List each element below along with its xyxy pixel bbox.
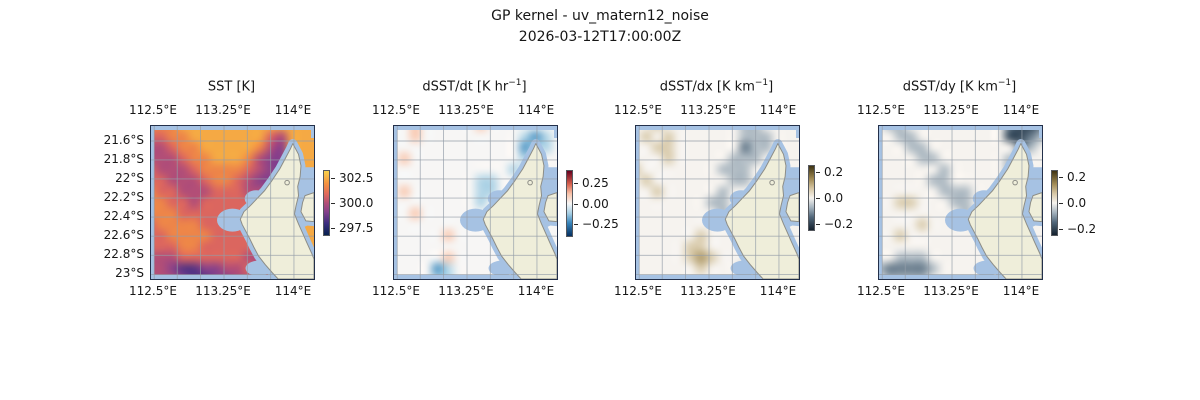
colorbar-sst-gradient [323,170,330,236]
map-canvas-dsstdt [393,125,558,280]
colorbar-tick [816,224,820,226]
panel-sst-bottom-axis: 112.5°E 113.25°E 114°E [129,284,313,298]
xtick-label: 113.25°E [680,284,736,298]
colorbar-dsstdy: 0.2 0.0 −0.2 [1051,170,1096,236]
xtick-label: 113.25°E [923,284,979,298]
xtick-label: 112.5°E [614,284,662,298]
panel-dsstdx-title-sup: −1 [754,78,769,88]
panel-dsstdx-title-text: dSST/dx [K km [659,79,755,95]
colorbar-tick [1059,203,1063,204]
colorbar-tick-label: 0.2 [824,164,844,179]
panel-sst-title-text: SST [K] [207,79,256,95]
xtick-label: 112.5°E [614,103,662,117]
panel-dsstdy-title-text: dSST/dy [K km [902,79,998,95]
colorbar-tick-label: −0.2 [824,217,854,232]
ytick-label: 21.6°S [103,133,144,147]
colorbar-tick [816,198,820,199]
map-canvas-dsstdx [635,125,800,280]
xtick-label: 114°E [1002,103,1040,117]
colorbar-sst: 302.5 300.0 297.5 [323,170,373,236]
map-canvas-sst [150,125,315,280]
xtick-label: 113.25°E [923,103,979,117]
ytick-label: 21.8°S [103,152,144,166]
xtick-label: 113.25°E [680,103,736,117]
panel-dsstdx-title-close: ] [768,79,774,95]
colorbar-dsstdt: 0.25 0.00 −0.25 [566,170,619,237]
panel-dsstdt-title-close: ] [521,79,527,95]
colorbar-tick-label: 302.5 [339,170,374,185]
panel-dsstdt-bottom-axis: 112.5°E 113.25°E 114°E [372,284,556,298]
colorbar-dsstdx: 0.2 0.0 −0.2 [808,165,853,231]
panel-sst-top-axis: 112.5°E 113.25°E 114°E [129,103,313,117]
colorbar-tick-label: 0.25 [582,176,609,191]
colorbar-tick-label: −0.2 [1067,222,1097,237]
colorbar-tick [331,228,335,230]
xtick-label: 114°E [759,103,797,117]
colorbar-tick-label: 297.5 [339,221,374,236]
colorbar-dsstdy-gradient [1051,170,1058,236]
ytick-label: 23°S [115,266,144,280]
colorbar-tick [331,203,335,204]
colorbar-tick [574,183,578,185]
panel-dsstdt-top-axis: 112.5°E 113.25°E 114°E [372,103,556,117]
colorbar-tick-label: 300.0 [339,196,374,210]
xtick-label: 114°E [1002,284,1040,298]
colorbar-tick-label: 0.0 [1067,196,1087,210]
panel-dsstdt-title-sup: −1 [508,78,522,88]
map-canvas-dsstdy [878,125,1043,280]
colorbar-tick [1059,176,1063,178]
ytick-label: 22.8°S [103,247,144,261]
ytick-label: 22.2°S [103,190,144,204]
xtick-label: 113.25°E [438,284,494,298]
xtick-label: 113.25°E [195,284,251,298]
xtick-label: 113.25°E [438,103,494,117]
panel-dsstdy-top-axis: 112.5°E 113.25°E 114°E [857,103,1041,117]
xtick-label: 112.5°E [129,103,177,117]
colorbar-tick [331,177,335,179]
colorbar-dsstdt-gradient [566,170,573,237]
colorbar-tick [574,203,578,205]
xtick-label: 114°E [517,103,555,117]
figure-title-line1: GP kernel - uv_matern12_noise [491,8,709,24]
colorbar-tick [816,171,820,173]
panel-dsstdt-title-text: dSST/dt [K hr [422,79,509,95]
ytick-label: 22.6°S [103,228,144,242]
panel-dsstdy-title: dSST/dy [K km−1] [878,78,1041,94]
figure-title-line2: 2026-03-12T17:00:00Z [518,29,682,45]
colorbar-tick [1059,229,1063,231]
xtick-label: 114°E [274,103,312,117]
xtick-label: 113.25°E [195,103,251,117]
colorbar-tick-label: 0.0 [824,191,844,205]
panel-dsstdy-title-close: ] [1011,79,1017,95]
xtick-label: 114°E [759,284,797,298]
figure-title: GP kernel - uv_matern12_noise 2026-03-12… [0,6,1200,48]
panel-dsstdx-top-axis: 112.5°E 113.25°E 114°E [614,103,798,117]
panel-dsstdt-title: dSST/dt [K hr−1] [393,78,556,94]
colorbar-tick [574,223,578,225]
ytick-label: 22.4°S [103,209,144,223]
xtick-label: 112.5°E [129,284,177,298]
xtick-label: 112.5°E [857,103,905,117]
xtick-label: 112.5°E [857,284,905,298]
xtick-label: 114°E [274,284,312,298]
colorbar-tick-label: 0.00 [582,196,609,211]
panel-dsstdx-title: dSST/dx [K km−1] [635,78,798,94]
ytick-label: 22°S [115,171,144,185]
xtick-label: 114°E [517,284,555,298]
panel-dsstdx-bottom-axis: 112.5°E 113.25°E 114°E [614,284,798,298]
colorbar-tick-label: −0.25 [582,216,619,231]
colorbar-dsstdx-gradient [808,165,815,231]
xtick-label: 112.5°E [372,284,420,298]
panel-dsstdy-title-sup: −1 [997,78,1012,88]
panel-dsstdy-bottom-axis: 112.5°E 113.25°E 114°E [857,284,1041,298]
panel-sst-title: SST [K] [150,78,313,94]
xtick-label: 112.5°E [372,103,420,117]
colorbar-tick-label: 0.2 [1067,169,1087,184]
